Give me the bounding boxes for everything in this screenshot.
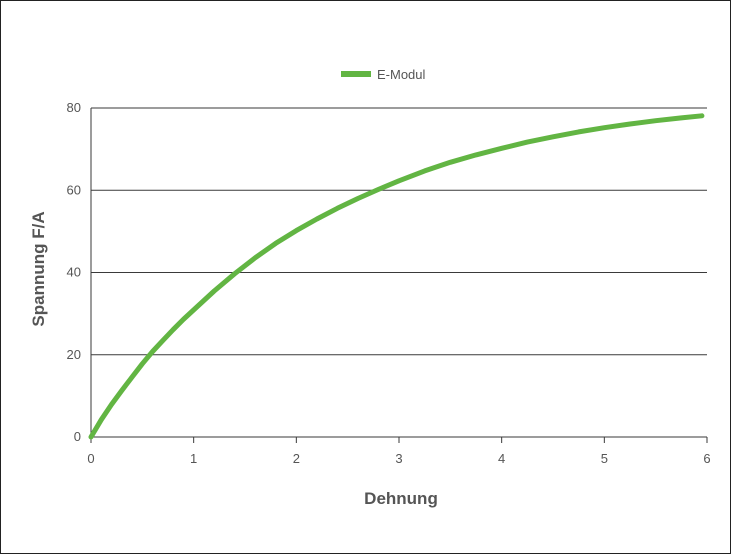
y-tick-label: 0 xyxy=(74,429,81,444)
x-tick-label: 0 xyxy=(87,451,94,466)
series-line-e-modul xyxy=(88,113,705,440)
gridlines xyxy=(90,107,707,438)
legend-label: E-Modul xyxy=(377,67,426,82)
x-tick-label: 5 xyxy=(601,451,608,466)
legend: E-Modul xyxy=(341,67,426,82)
y-tick-label: 60 xyxy=(67,182,81,197)
x-tick-label: 4 xyxy=(498,451,505,466)
y-axis-ticks: 0 20 40 60 80 xyxy=(67,100,81,444)
x-tick-label: 1 xyxy=(190,451,197,466)
x-tick-label: 2 xyxy=(293,451,300,466)
x-axis-title: Dehnung xyxy=(364,489,438,508)
x-tick-label: 3 xyxy=(395,451,402,466)
x-tick-label: 6 xyxy=(703,451,710,466)
y-axis-title: Spannung F/A xyxy=(29,211,48,326)
y-tick-label: 40 xyxy=(67,265,81,280)
y-tick-label: 20 xyxy=(67,347,81,362)
x-axis-ticks: 0 1 2 3 4 5 6 xyxy=(87,437,711,466)
y-tick-label: 80 xyxy=(67,100,81,115)
series-layer xyxy=(88,113,705,440)
